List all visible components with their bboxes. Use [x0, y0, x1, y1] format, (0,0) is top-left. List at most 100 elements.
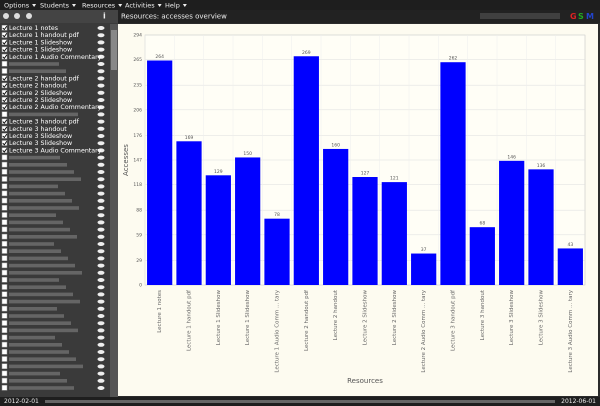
user-icon[interactable]: [3, 13, 9, 19]
checkbox[interactable]: [1, 233, 8, 240]
visibility-icon[interactable]: [97, 249, 105, 254]
puzzle-icon[interactable]: [26, 13, 32, 19]
resource-item[interactable]: Lecture 1 Audio Commentary: [9, 54, 102, 61]
visibility-icon[interactable]: [97, 155, 105, 160]
visibility-icon[interactable]: [97, 184, 105, 189]
checkbox[interactable]: [1, 97, 8, 103]
menu-item[interactable]: Options: [4, 2, 30, 10]
visibility-icon[interactable]: [97, 90, 105, 95]
checkbox[interactable]: [1, 320, 8, 326]
menu-item[interactable]: Help: [165, 2, 180, 10]
checkbox[interactable]: [1, 334, 8, 341]
checkbox[interactable]: [1, 226, 8, 233]
checkbox[interactable]: [1, 25, 8, 31]
checkbox[interactable]: [1, 305, 8, 312]
scrollbar[interactable]: [110, 24, 118, 397]
visibility-icon[interactable]: [97, 263, 105, 268]
checkbox[interactable]: [1, 183, 8, 189]
visibility-icon[interactable]: [97, 148, 105, 153]
resource-item[interactable]: Lecture 3 Slideshow: [9, 140, 72, 147]
checkbox[interactable]: [1, 61, 8, 67]
visibility-icon[interactable]: [97, 270, 105, 275]
visibility-icon[interactable]: [97, 328, 105, 333]
checkbox[interactable]: [1, 313, 8, 319]
checkbox[interactable]: [1, 147, 8, 153]
checkbox[interactable]: [1, 176, 8, 182]
checkbox[interactable]: [1, 197, 8, 204]
visibility-icon[interactable]: [97, 134, 105, 138]
visibility-icon[interactable]: [97, 292, 105, 297]
checkbox[interactable]: [1, 75, 8, 81]
visibility-icon[interactable]: [97, 285, 105, 290]
visibility-icon[interactable]: [97, 364, 105, 369]
checkbox[interactable]: [1, 82, 8, 89]
checkbox[interactable]: [1, 154, 8, 161]
visibility-icon[interactable]: [97, 191, 105, 196]
checkbox[interactable]: [1, 370, 8, 377]
resource-item[interactable]: Lecture 3 Audio Commentary: [9, 147, 102, 154]
visibility-icon[interactable]: [97, 76, 105, 81]
resource-item[interactable]: Lecture 3 handout pdf: [9, 119, 80, 126]
resource-item[interactable]: Lecture 1 Slideshow: [9, 39, 72, 46]
visibility-icon[interactable]: [97, 119, 105, 124]
visibility-icon[interactable]: [97, 177, 105, 182]
checkbox[interactable]: [1, 269, 8, 276]
visibility-icon[interactable]: [97, 371, 105, 376]
visibility-icon[interactable]: [97, 54, 105, 59]
checkbox[interactable]: [1, 212, 8, 218]
checkbox[interactable]: [1, 104, 8, 110]
visibility-icon[interactable]: [97, 141, 105, 146]
checkbox[interactable]: [1, 262, 8, 269]
visibility-icon[interactable]: [97, 242, 105, 246]
checkbox[interactable]: [1, 205, 8, 211]
checkbox[interactable]: [1, 125, 8, 132]
info-icon[interactable]: i: [103, 12, 106, 21]
checkbox[interactable]: [1, 377, 8, 384]
checkbox[interactable]: [1, 89, 8, 96]
checkbox[interactable]: [1, 53, 8, 60]
resource-item[interactable]: Lecture 3 handout: [9, 126, 67, 133]
resource-item[interactable]: Lecture 2 Audio Commentary: [9, 104, 102, 111]
visibility-icon[interactable]: [97, 306, 105, 311]
visibility-icon[interactable]: [97, 213, 105, 218]
resource-item[interactable]: Lecture 2 Slideshow: [9, 90, 72, 97]
checkbox[interactable]: [1, 349, 8, 355]
visibility-icon[interactable]: [97, 256, 105, 261]
visibility-icon[interactable]: [97, 378, 105, 383]
visibility-icon[interactable]: [97, 40, 105, 45]
visibility-icon[interactable]: [97, 69, 105, 74]
menu-item[interactable]: Students: [40, 2, 70, 10]
visibility-icon[interactable]: [97, 278, 105, 282]
checkbox[interactable]: [1, 46, 8, 53]
checkbox[interactable]: [1, 284, 8, 290]
checkbox[interactable]: [1, 161, 8, 168]
visibility-icon[interactable]: [97, 234, 105, 239]
resource-item[interactable]: Lecture 1 notes: [9, 25, 58, 32]
visibility-icon[interactable]: [97, 62, 105, 66]
checkbox[interactable]: [1, 327, 8, 333]
checkbox[interactable]: [1, 341, 8, 348]
resource-item[interactable]: Lecture 2 handout: [9, 83, 67, 90]
resource-item[interactable]: Lecture 2 Slideshow: [9, 97, 72, 104]
visibility-icon[interactable]: [97, 98, 105, 102]
checkbox[interactable]: [1, 241, 8, 247]
visibility-icon[interactable]: [97, 33, 105, 38]
visibility-icon[interactable]: [97, 126, 105, 131]
visibility-icon[interactable]: [97, 26, 105, 30]
checkbox[interactable]: [1, 255, 8, 261]
checkbox[interactable]: [1, 291, 8, 297]
visibility-icon[interactable]: [97, 335, 105, 340]
menu-item[interactable]: Resources: [82, 2, 116, 10]
visibility-icon[interactable]: [97, 112, 105, 117]
visibility-icon[interactable]: [97, 220, 105, 225]
visibility-icon[interactable]: [97, 105, 105, 110]
resource-item[interactable]: Lecture 2 handout pdf: [9, 75, 80, 82]
checkbox[interactable]: [1, 169, 8, 175]
visibility-icon[interactable]: [97, 299, 105, 304]
checkbox[interactable]: [1, 190, 8, 197]
checkbox[interactable]: [1, 118, 8, 125]
checkbox[interactable]: [1, 133, 8, 139]
visibility-icon[interactable]: [97, 350, 105, 354]
date-slider[interactable]: [45, 400, 555, 403]
visibility-icon[interactable]: [97, 342, 105, 347]
